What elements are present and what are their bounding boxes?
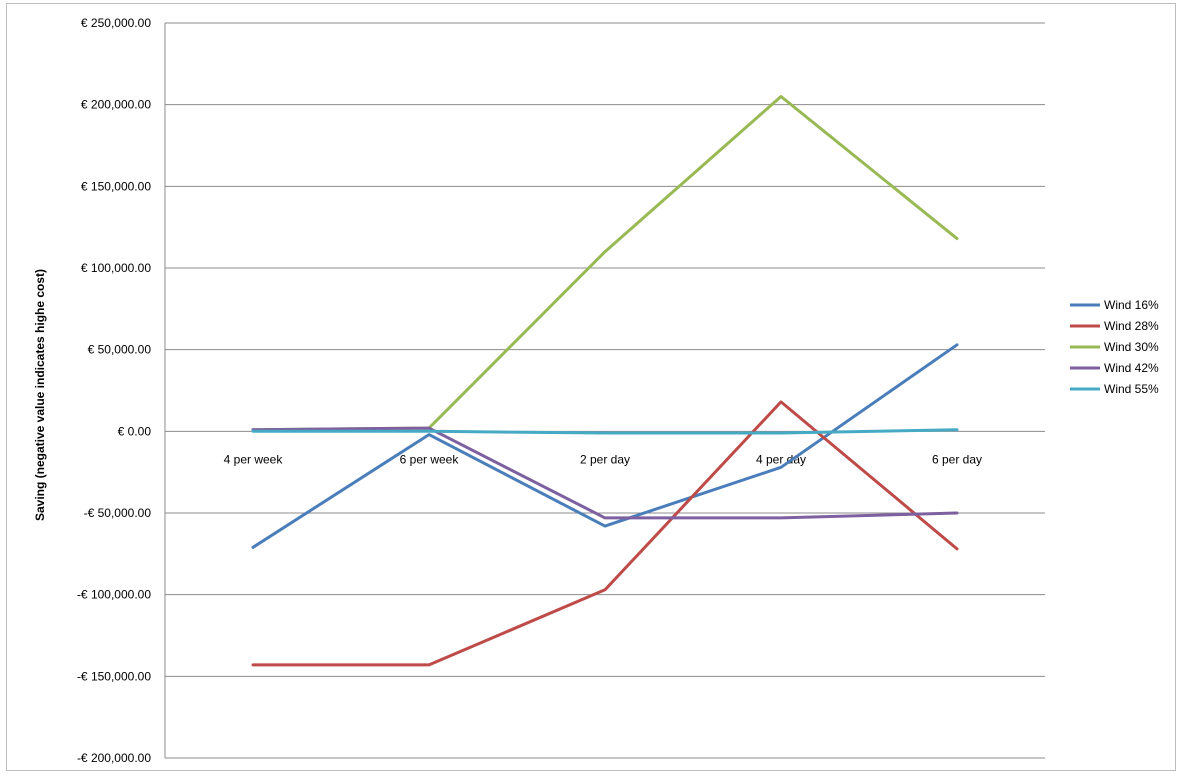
series-line-wind-42- (251, 426, 959, 520)
y-tick-label: -€ 100,000.00 (77, 588, 151, 602)
x-tick-label: 6 per day (932, 452, 982, 466)
y-tick-label: -€ 200,000.00 (77, 751, 151, 765)
y-axis-label: Saving (negative value indicates highe c… (33, 269, 47, 521)
series-line-wind-30- (251, 95, 959, 432)
y-tick-label: -€ 150,000.00 (77, 669, 151, 683)
series-line-wind-16- (251, 343, 959, 549)
legend-label: Wind 42% (1104, 361, 1159, 375)
x-tick-label: 4 per week (224, 452, 284, 466)
legend-label: Wind 55% (1104, 382, 1159, 396)
y-tick-label: € 0.00 (118, 424, 152, 438)
y-tick-label: € 50,000.00 (88, 343, 152, 357)
y-tick-labels: € 250,000.00 € 200,000.00 € 150,000.00 € 10… (77, 16, 151, 765)
y-tick-label: € 250,000.00 (81, 16, 151, 30)
y-tick-label: -€ 50,000.00 (84, 506, 152, 520)
legend-label: Wind 30% (1104, 340, 1159, 354)
y-tick-label: € 200,000.00 (81, 98, 151, 112)
chart-frame (6, 3, 1176, 771)
y-tick-label: € 100,000.00 (81, 261, 151, 275)
legend-label: Wind 16% (1104, 298, 1159, 312)
x-tick-label: 6 per week (400, 452, 460, 466)
series-line-wind-28- (251, 400, 959, 667)
series-lines (251, 95, 959, 667)
x-tick-label: 4 per day (756, 452, 806, 466)
x-tick-labels: 4 per week 6 per week 2 per day 4 per day 6 … (224, 452, 982, 466)
y-tick-label: € 150,000.00 (81, 179, 151, 193)
x-tick-label: 2 per day (580, 452, 630, 466)
gridlines (164, 22, 1045, 759)
legend: Wind 16% Wind 28% Wind 30% Wind 42% Wind 55% (1070, 298, 1159, 396)
series-line-wind-55- (251, 428, 959, 435)
legend-label: Wind 28% (1104, 319, 1159, 333)
